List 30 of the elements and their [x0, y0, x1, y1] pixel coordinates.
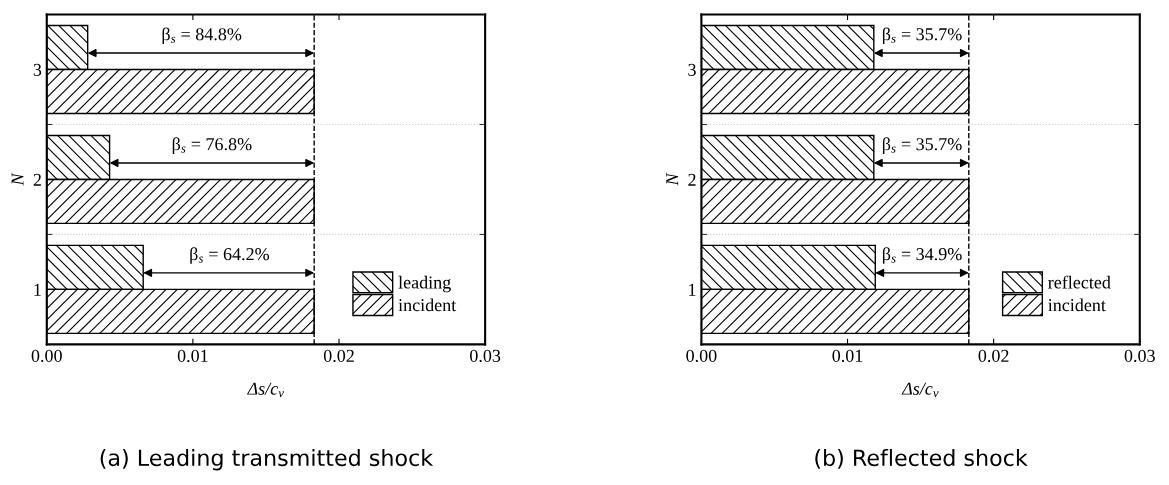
annotation: β$_{s}$ = 35.7%: [882, 137, 962, 154]
annotation: β$_{s}$ = 64.2%: [190, 247, 270, 264]
y-tick-label: 3: [688, 63, 696, 76]
legend-label: incident: [1048, 298, 1106, 312]
x-axis-title: Δs/c$_{v}$: [246, 382, 284, 398]
y-tick-label: 1: [689, 283, 696, 296]
x-tick-label: 0.00: [686, 349, 717, 362]
annotation: β$_{s}$ = 84.8%: [162, 27, 242, 44]
y-tick-label: 2: [33, 173, 41, 186]
text: (b) Reflected shock: [815, 448, 1028, 469]
x-tick-label: 0.02: [323, 349, 354, 362]
x-tick-label: 0.01: [832, 349, 863, 362]
x-axis-title: Δs/c$_{v}$: [901, 382, 939, 398]
annotation: β$_{s}$ = 76.8%: [172, 137, 252, 154]
x-tick-label: 0.00: [31, 349, 62, 362]
legend-label: leading: [398, 275, 451, 293]
y-tick-label: 1: [34, 283, 41, 296]
annotation: β$_{s}$ = 34.9%: [882, 247, 962, 264]
annotation: β$_{s}$ = 35.7%: [882, 27, 962, 44]
x-tick-label: 0.01: [177, 349, 208, 362]
x-tick-label: 0.03: [1124, 349, 1155, 362]
y-tick-label: 2: [688, 173, 696, 186]
y-tick-label: 3: [33, 63, 42, 76]
legend-label: incident: [398, 298, 457, 312]
x-tick-label: 0.03: [470, 349, 501, 362]
text: (a) Leading transmitted shock: [100, 448, 434, 471]
legend-label: reflected: [1048, 275, 1111, 289]
y-axis-title: N: [11, 172, 24, 186]
y-axis-title: N: [666, 172, 679, 186]
x-tick-label: 0.02: [978, 349, 1009, 362]
